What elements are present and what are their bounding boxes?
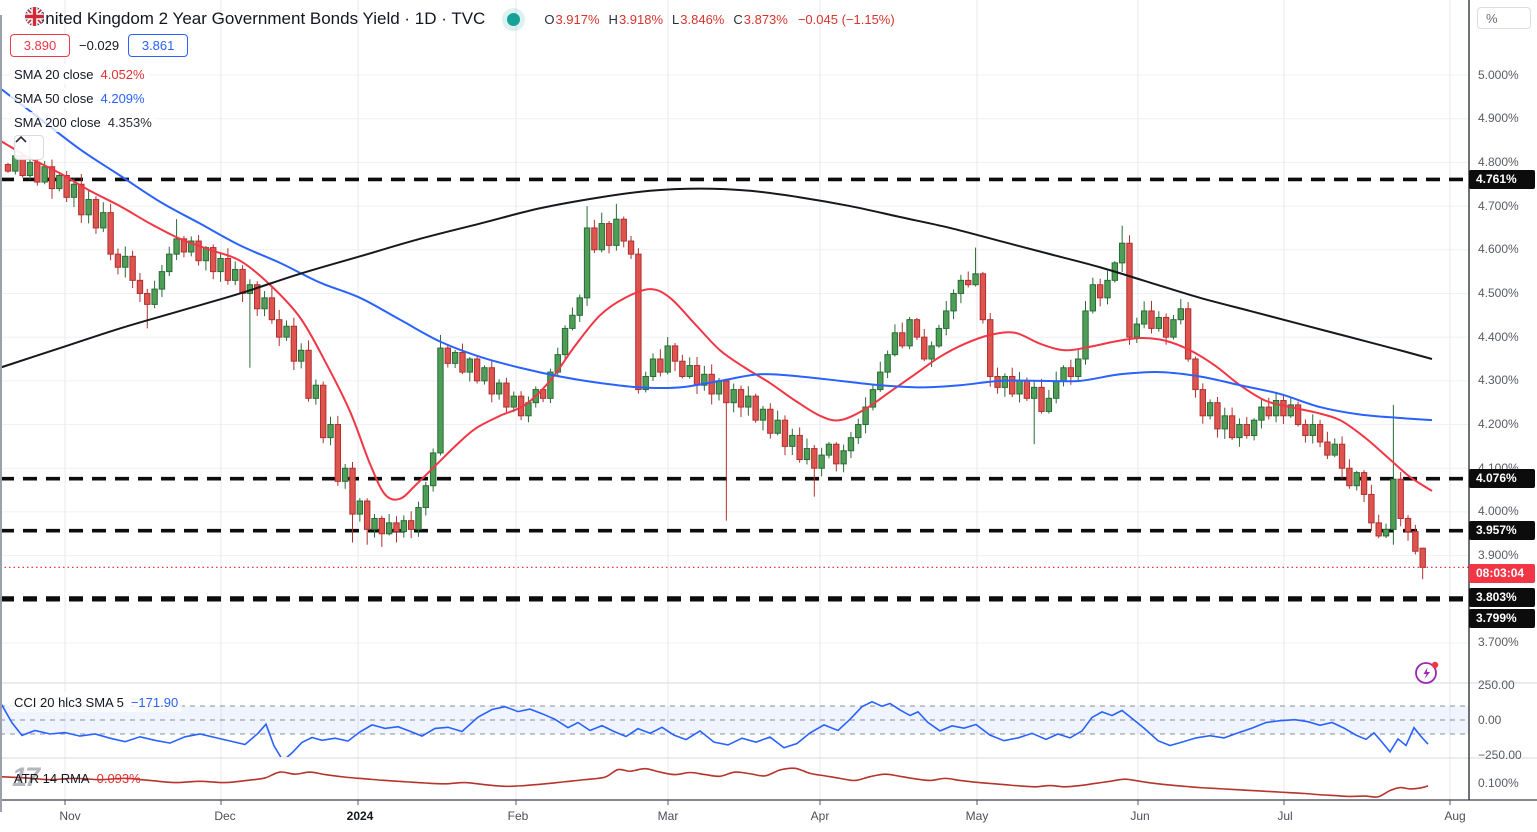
- time-axis-label: Nov: [59, 809, 81, 823]
- bar-countdown-badge: 08:03:04: [1469, 563, 1535, 583]
- cci-tick-label: −250.00: [1478, 747, 1522, 762]
- chevron-up-icon: [15, 136, 27, 143]
- price-scale-unit-button[interactable]: %: [1477, 7, 1531, 29]
- price-level-badge: 3.799%: [1469, 608, 1535, 628]
- sma200-value: 4.353%: [107, 114, 152, 130]
- sma20-label: SMA 20 close: [14, 66, 94, 82]
- time-axis-label: Dec: [214, 809, 236, 823]
- bid-ask-row: 3.890 −0.029 3.861: [10, 34, 189, 57]
- legend-sma20[interactable]: SMA 20 close 4.052%: [10, 64, 149, 84]
- sma-line[interactable]: [0, 87, 1433, 422]
- price-tick-label: 4.900%: [1478, 111, 1519, 126]
- price-tick-label: 4.500%: [1478, 285, 1519, 300]
- ohlc-values: O3.917% H3.918% L3.846% C3.873% −0.045 (…: [544, 12, 894, 27]
- spread-value: −0.029: [79, 38, 120, 53]
- sma200-label: SMA 200 close: [14, 114, 101, 130]
- price-tick-label: 4.700%: [1478, 198, 1519, 213]
- legend-sma50[interactable]: SMA 50 close 4.209%: [10, 88, 149, 108]
- cci-value: −171.90: [130, 694, 179, 710]
- cci-label: CCI 20 hlc3 SMA 5: [14, 694, 124, 710]
- atr-label: ATR 14 RMA: [14, 770, 90, 786]
- candlestick-series: [4, 138, 1426, 580]
- time-axis-label: Jul: [1277, 809, 1293, 823]
- price-tick-label: 4.200%: [1478, 417, 1519, 432]
- high-label: H: [608, 11, 618, 27]
- collapse-legend-button[interactable]: [14, 135, 44, 160]
- atr-line[interactable]: [0, 767, 1429, 798]
- atr-value: 0.093%: [96, 770, 141, 786]
- price-tick-label: 4.300%: [1478, 373, 1519, 388]
- price-tick-label: 4.600%: [1478, 242, 1519, 257]
- low-value: 3.846%: [680, 11, 725, 27]
- tradingview-watermark-icon: 17: [12, 762, 40, 792]
- legend-sma200[interactable]: SMA 200 close 4.353%: [10, 112, 156, 132]
- open-label: O: [544, 11, 555, 27]
- legend-cci[interactable]: CCI 20 hlc3 SMA 5 −171.90: [10, 692, 183, 712]
- legend-atr[interactable]: ATR 14 RMA 0.093%: [10, 768, 145, 788]
- symbol-title[interactable]: United Kingdom 2 Year Government Bonds Y…: [33, 9, 486, 28]
- price-level-badge: 3.957%: [1469, 521, 1535, 541]
- time-axis-label: Mar: [657, 809, 679, 823]
- sma50-label: SMA 50 close: [14, 90, 94, 106]
- price-tick-label: 3.700%: [1478, 635, 1519, 650]
- time-axis-label: Feb: [507, 809, 529, 823]
- cci-tick-label: 250.00: [1478, 677, 1515, 692]
- cci-line[interactable]: [0, 700, 1429, 761]
- low-label: L: [672, 11, 680, 27]
- sma-line[interactable]: [0, 139, 1433, 501]
- market-status-icon[interactable]: [507, 12, 521, 26]
- price-tick-label: 5.000%: [1478, 67, 1519, 82]
- sma50-value: 4.209%: [100, 90, 145, 106]
- time-axis-label: Aug: [1444, 809, 1466, 823]
- price-level-badge: 3.803%: [1469, 588, 1535, 608]
- time-axis-label: 2024: [346, 809, 374, 823]
- high-value: 3.918%: [618, 11, 664, 27]
- lightning-icon: [1415, 661, 1439, 684]
- close-value: 3.873%: [743, 11, 788, 27]
- close-label: C: [733, 11, 743, 27]
- sell-price-button[interactable]: 3.890: [10, 34, 70, 57]
- time-axis-label: May: [965, 809, 989, 823]
- cci-tick-label: 0.00: [1478, 712, 1502, 727]
- price-tick-label: 3.900%: [1478, 548, 1519, 563]
- price-level-badge: 4.761%: [1469, 169, 1535, 189]
- price-tick-label: 4.000%: [1478, 504, 1519, 519]
- buy-price-button[interactable]: 3.861: [128, 34, 189, 57]
- price-tick-label: 4.400%: [1478, 329, 1519, 344]
- symbol-header: United Kingdom 2 Year Government Bonds Y…: [25, 7, 895, 31]
- price-tick-label: 4.800%: [1478, 154, 1519, 169]
- atr-tick-label: 0.100%: [1478, 775, 1519, 790]
- time-axis-label: Jun: [1130, 809, 1150, 823]
- time-axis-label: Apr: [810, 809, 830, 823]
- open-value: 3.917%: [555, 11, 600, 27]
- sma-line[interactable]: [0, 187, 1433, 369]
- market-activity-button[interactable]: [1411, 656, 1443, 688]
- sma20-value: 4.052%: [100, 66, 145, 82]
- price-level-badge: 4.076%: [1469, 469, 1535, 489]
- change-value: −0.045 (−1.15%): [797, 11, 895, 27]
